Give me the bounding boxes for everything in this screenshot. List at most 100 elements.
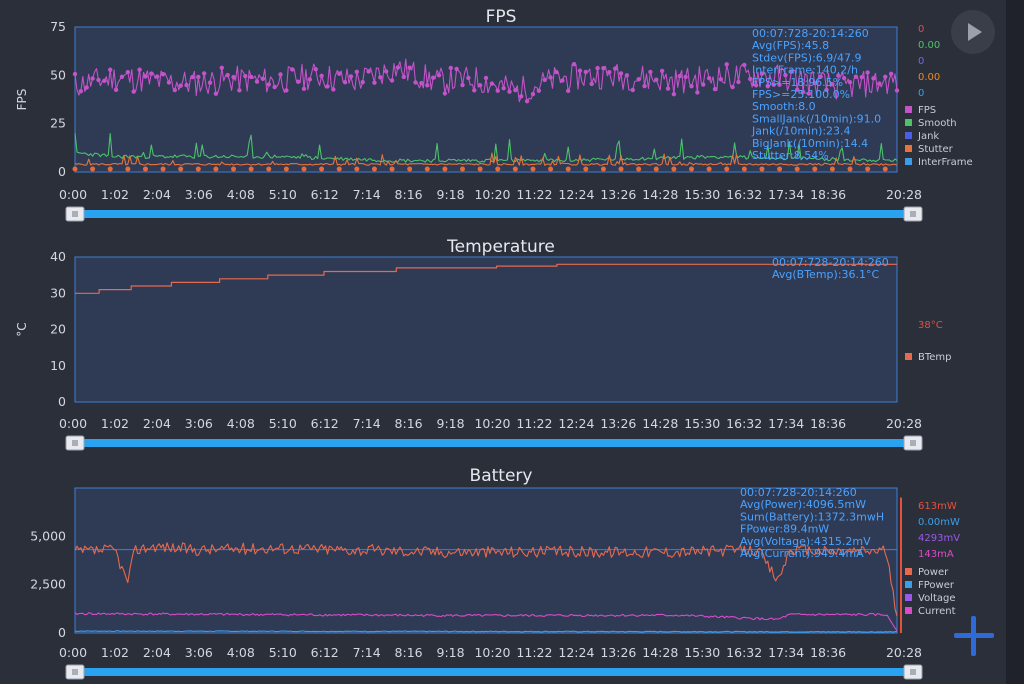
fps-point bbox=[72, 71, 78, 77]
stat-line: 00:07:728-20:14:260 bbox=[752, 27, 869, 40]
legend-swatch bbox=[905, 594, 912, 601]
fps-point bbox=[119, 74, 125, 80]
fps-point bbox=[648, 69, 653, 75]
fps-point bbox=[254, 79, 260, 84]
fps-point bbox=[841, 75, 847, 81]
series-line-btemp bbox=[75, 263, 897, 294]
fps-point bbox=[442, 91, 448, 96]
add-button[interactable] bbox=[952, 614, 996, 658]
x-tick-label: 8:16 bbox=[395, 645, 423, 660]
fps-point bbox=[748, 76, 753, 82]
x-tick-label: 4:08 bbox=[227, 187, 255, 202]
chart-title: Temperature bbox=[446, 237, 555, 257]
fps-point bbox=[383, 69, 389, 74]
fps-point bbox=[601, 66, 606, 71]
play-icon bbox=[968, 23, 982, 41]
fps-point bbox=[853, 74, 859, 79]
fps-point bbox=[137, 67, 142, 72]
y-tick-label: 75 bbox=[50, 19, 66, 34]
x-tick-label: 20:28 bbox=[886, 187, 922, 202]
fps-point bbox=[818, 74, 823, 79]
stutter-point bbox=[336, 166, 342, 172]
fps-point bbox=[419, 80, 424, 86]
current-value: 0.00 bbox=[918, 72, 940, 83]
fps-point bbox=[348, 74, 354, 79]
fps-point bbox=[125, 69, 131, 75]
x-tick-label: 18:36 bbox=[810, 416, 846, 431]
fps-point bbox=[407, 65, 412, 70]
fps-point bbox=[96, 77, 101, 83]
stutter-point bbox=[812, 166, 818, 172]
stutter-point bbox=[301, 166, 307, 172]
legend-entry: Current bbox=[918, 606, 956, 617]
fps-point bbox=[295, 79, 301, 84]
x-tick-label: 10:20 bbox=[474, 187, 510, 202]
stat-line: Sum(Battery):1372.3mwH bbox=[740, 510, 884, 523]
fps-point bbox=[642, 83, 647, 89]
fps-point bbox=[759, 71, 765, 76]
current-value: 0 bbox=[918, 88, 924, 99]
plot-frame bbox=[74, 256, 898, 403]
y-tick-label: 0 bbox=[58, 394, 66, 409]
x-tick-label: 0:00 bbox=[59, 645, 87, 660]
fps-point bbox=[812, 81, 817, 86]
fps-point bbox=[859, 74, 864, 80]
x-tick-label: 6:12 bbox=[311, 645, 339, 660]
chart-panel-battery: Battery 0 2,500 5,000 0:00 1:02 2:04 3:06 4:08 5:… bbox=[30, 466, 960, 680]
stutter-point bbox=[319, 166, 325, 172]
legend-entry: FPS bbox=[918, 105, 936, 116]
fps-point bbox=[701, 82, 706, 87]
legend-entry: BTemp bbox=[918, 352, 952, 363]
fps-point bbox=[448, 65, 453, 71]
fps-point bbox=[495, 88, 500, 93]
stutter-point bbox=[407, 166, 413, 172]
play-button[interactable] bbox=[951, 10, 995, 54]
legend-swatch bbox=[905, 568, 912, 575]
fps-point bbox=[213, 91, 219, 96]
stutter-point bbox=[512, 166, 518, 172]
legend-swatch bbox=[905, 132, 912, 139]
fps-point bbox=[706, 75, 712, 81]
fps-point bbox=[548, 75, 553, 80]
plot-area bbox=[75, 488, 897, 633]
fps-point bbox=[131, 89, 136, 94]
fps-point bbox=[583, 69, 589, 75]
fps-point bbox=[389, 78, 395, 83]
x-tick-label: 5:10 bbox=[269, 645, 297, 660]
fps-point bbox=[354, 69, 360, 75]
stutter-point bbox=[548, 166, 554, 172]
stat-line: FPS>=25:100.0% bbox=[752, 88, 850, 101]
x-tick-label: 8:16 bbox=[395, 416, 423, 431]
stutter-point bbox=[424, 166, 430, 172]
stutter-point bbox=[460, 166, 466, 172]
fps-point bbox=[612, 66, 618, 71]
plot-area bbox=[75, 257, 897, 402]
fps-point bbox=[513, 87, 518, 93]
y-tick-label: 25 bbox=[50, 116, 66, 131]
fps-point bbox=[724, 62, 729, 67]
stat-line: FPS>=18:96.5% bbox=[752, 76, 843, 89]
fps-point bbox=[160, 72, 166, 77]
fps-point bbox=[507, 89, 512, 94]
stat-line: Avg(Current):949.4mA bbox=[740, 547, 864, 560]
fps-point bbox=[307, 77, 313, 82]
chart-panel-temperature: Temperature 0 10 20 30 40 °C 0:00 1:02 2:04 3:06 4:… bbox=[15, 237, 952, 451]
stutter-point bbox=[565, 166, 571, 172]
fps-point bbox=[695, 90, 700, 95]
fps-point bbox=[172, 87, 178, 93]
x-tick-label: 17:34 bbox=[768, 416, 804, 431]
fps-point bbox=[595, 65, 600, 71]
fps-point bbox=[589, 81, 594, 87]
fps-point bbox=[836, 73, 841, 78]
series-line-power bbox=[74, 542, 898, 617]
stat-line: Jank(/10min):23.4 bbox=[751, 125, 851, 138]
stutter-point bbox=[213, 166, 219, 172]
stutter-point bbox=[142, 166, 148, 172]
series-line-smooth bbox=[74, 132, 898, 163]
fps-point bbox=[777, 82, 782, 87]
chart-title: FPS bbox=[486, 7, 517, 27]
stutter-point bbox=[759, 166, 765, 172]
fps-point bbox=[536, 88, 542, 93]
fps-point bbox=[201, 71, 207, 76]
